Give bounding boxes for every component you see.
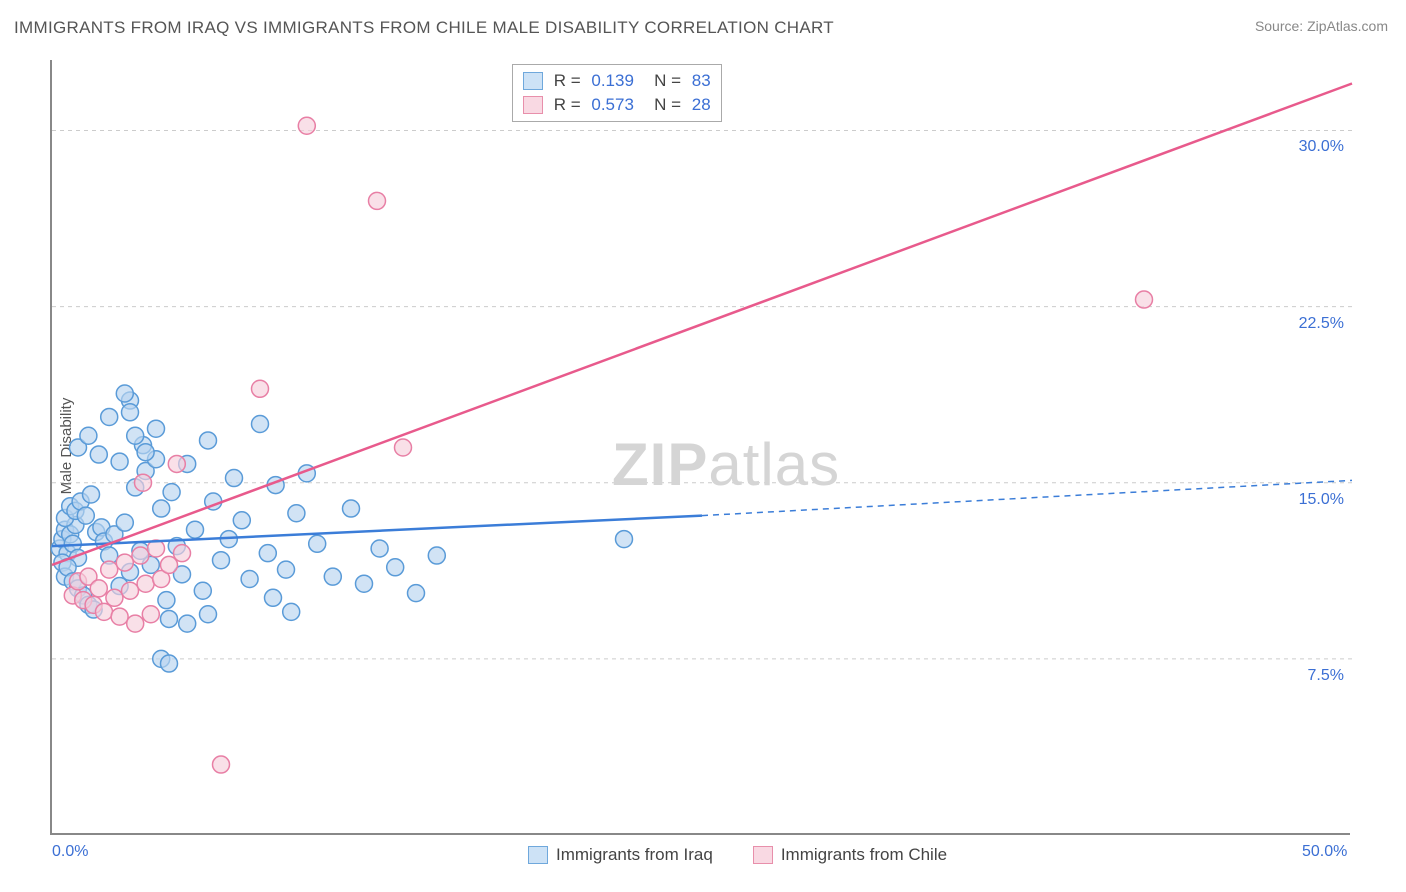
legend-n-value: 28 (692, 95, 711, 115)
y-tick-label: 30.0% (1299, 138, 1344, 156)
legend-swatch (528, 846, 548, 864)
y-tick-label: 7.5% (1308, 667, 1344, 685)
legend-series-name: Immigrants from Iraq (556, 845, 713, 865)
legend-r-value: 0.573 (591, 95, 634, 115)
series-legend: Immigrants from Iraq Immigrants from Chil… (528, 845, 947, 865)
legend-n-label: N = (640, 71, 686, 91)
correlation-legend: R = 0.139 N = 83 R = 0.573 N = 28 (512, 64, 722, 122)
chart-plot-area: ZIPatlas R = 0.139 N = 83 R = 0.573 N = … (50, 60, 1350, 835)
legend-swatch (523, 96, 543, 114)
chart-title: IMMIGRANTS FROM IRAQ VS IMMIGRANTS FROM … (14, 18, 834, 38)
source-attribution: Source: ZipAtlas.com (1255, 18, 1388, 34)
legend-n-value: 83 (692, 71, 711, 91)
y-tick-label: 22.5% (1299, 315, 1344, 333)
legend-swatch (523, 72, 543, 90)
legend-row: R = 0.573 N = 28 (523, 93, 711, 117)
legend-r-label: R = (549, 95, 585, 115)
legend-item: Immigrants from Iraq (528, 845, 713, 865)
legend-series-name: Immigrants from Chile (781, 845, 947, 865)
x-tick-label: 50.0% (1302, 843, 1347, 861)
x-tick-label: 0.0% (52, 843, 88, 861)
legend-r-value: 0.139 (591, 71, 634, 91)
y-tick-label: 15.0% (1299, 491, 1344, 509)
legend-item: Immigrants from Chile (753, 845, 947, 865)
legend-r-label: R = (549, 71, 585, 91)
legend-row: R = 0.139 N = 83 (523, 69, 711, 93)
chart-svg (52, 60, 1350, 833)
legend-swatch (753, 846, 773, 864)
legend-n-label: N = (640, 95, 686, 115)
